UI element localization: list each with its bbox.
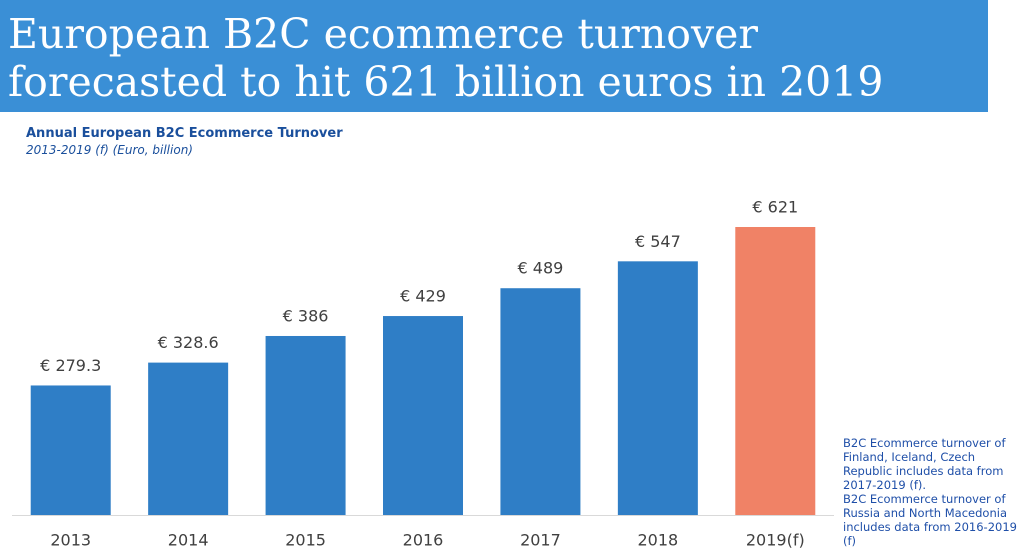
value-label: € 386 (283, 306, 329, 325)
notes: B2C Ecommerce turnover of Finland, Icela… (843, 436, 1021, 548)
title-banner: European B2C ecommerce turnover forecast… (0, 0, 988, 112)
value-label: € 489 (518, 259, 564, 278)
x-tick-label: 2015 (285, 531, 326, 550)
value-label: € 547 (635, 232, 681, 251)
bar (383, 316, 463, 515)
note: B2C Ecommerce turnover of Finland, Icela… (843, 436, 1006, 492)
note: B2C Ecommerce turnover of Russia and Nor… (843, 492, 1017, 548)
x-tick-label: 2013 (50, 531, 91, 550)
x-tick-label: 2016 (403, 531, 444, 550)
bar (617, 261, 698, 515)
bar (265, 335, 346, 515)
x-tick-label: 2014 (168, 531, 209, 550)
chart-title: Annual European B2C Ecommerce Turnover (26, 126, 343, 141)
title-line: forecasted to hit 621 billion euros in 2… (8, 58, 884, 106)
chart-subtitle: 2013-2019 (f) (Euro, billion) (26, 143, 193, 157)
value-label: € 429 (400, 287, 446, 306)
bar (30, 385, 111, 515)
chart: € 279.3 2013 € 328.6 2014 € 386 2015 € 429 2016… (12, 198, 834, 550)
value-label: € 279.3 (40, 356, 101, 375)
value-label: € 328.6 (158, 333, 219, 352)
x-tick-label: 2019(f) (746, 531, 805, 550)
x-tick-label: 2017 (520, 531, 561, 550)
bar (148, 362, 229, 515)
x-tick-label: 2018 (637, 531, 678, 550)
bar (735, 227, 816, 515)
bar (500, 288, 581, 515)
value-label: € 621 (752, 198, 798, 217)
title-line: European B2C ecommerce turnover (8, 10, 759, 58)
